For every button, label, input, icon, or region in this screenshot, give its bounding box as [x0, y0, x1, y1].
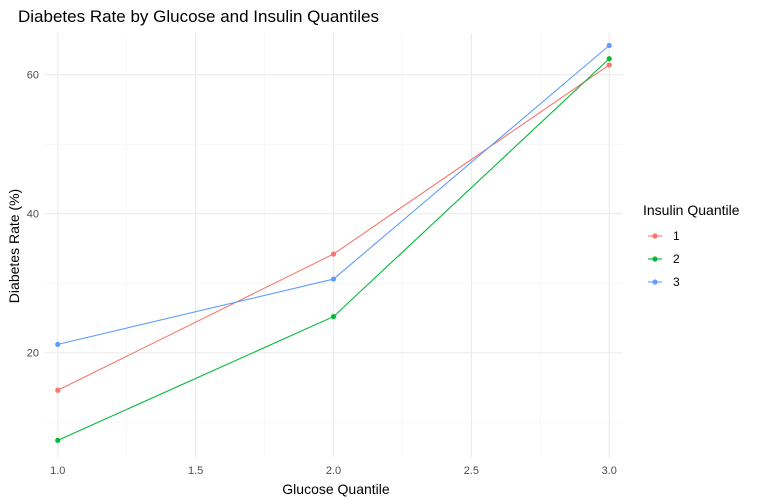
data-point: [330, 276, 337, 282]
legend-key-point: [652, 256, 658, 262]
x-axis-title: Glucose Quantile: [282, 481, 390, 497]
data-point: [55, 437, 61, 443]
chart-title: Diabetes Rate by Glucose and Insulin Qua…: [18, 7, 379, 26]
y-tick-label: 60: [27, 70, 39, 82]
y-tick-label: 40: [27, 209, 39, 221]
x-tick-label: 1.0: [50, 465, 65, 477]
data-point: [55, 341, 61, 347]
legend-item: 1: [648, 229, 680, 243]
series-1: [55, 62, 612, 393]
legend-item: 2: [648, 252, 680, 266]
series-3: [55, 42, 612, 347]
series-2: [55, 56, 612, 443]
data-point: [330, 313, 337, 320]
series-layer: [55, 42, 612, 443]
legend-label: 3: [673, 275, 680, 289]
y-axis-ticks: 20 40 60: [27, 70, 39, 360]
data-point: [606, 62, 612, 68]
data-point: [55, 387, 61, 393]
plot-grid: [44, 33, 623, 457]
x-tick-label: 2.0: [326, 465, 341, 477]
legend-key-point: [652, 233, 658, 239]
legend-key-point: [652, 279, 658, 285]
x-tick-label: 1.5: [188, 465, 203, 477]
legend-label: 2: [673, 252, 680, 266]
x-axis-ticks: 1.0 1.5 2.0 2.5 3.0: [50, 465, 617, 477]
x-tick-label: 3.0: [602, 465, 617, 477]
data-point: [330, 251, 337, 257]
y-tick-label: 20: [27, 348, 39, 360]
y-axis-title: Diabetes Rate (%): [6, 189, 22, 303]
legend-label: 1: [673, 229, 680, 243]
data-point: [606, 56, 612, 62]
x-tick-label: 2.5: [464, 465, 479, 477]
legend: Insulin Quantile 1 2 3: [643, 202, 740, 289]
legend-item: 3: [648, 275, 680, 289]
legend-title: Insulin Quantile: [643, 202, 740, 218]
data-point: [606, 42, 612, 49]
